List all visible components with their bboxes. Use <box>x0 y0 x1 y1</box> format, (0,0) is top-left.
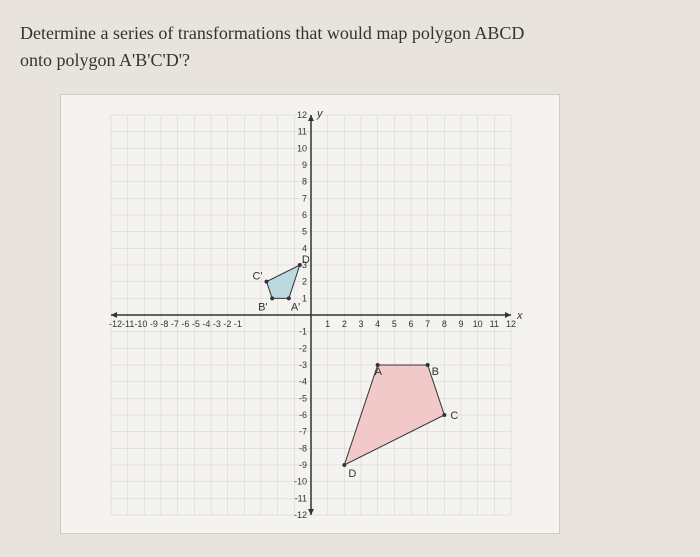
ytick: 3 <box>302 260 307 270</box>
ytick: 8 <box>302 177 307 187</box>
ytick: 9 <box>302 160 307 170</box>
xtick: 10 <box>473 319 483 329</box>
ytick: -8 <box>299 443 307 453</box>
x-axis-label: x <box>516 310 523 322</box>
ytick: -5 <box>299 393 307 403</box>
ytick: 12 <box>297 110 307 120</box>
ytick: -1 <box>299 327 307 337</box>
xtick: 5 <box>392 319 397 329</box>
vertex-label-A': A' <box>291 301 300 313</box>
xtick: 6 <box>408 319 413 329</box>
ytick: -4 <box>299 377 307 387</box>
coordinate-svg: ABCDA'B'C'D'123456789101112-12-11-10 -9 … <box>61 95 561 535</box>
question-text: Determine a series of transformations th… <box>20 20 680 74</box>
vertex-C <box>442 413 446 417</box>
ytick: -7 <box>299 427 307 437</box>
xtick: 11 <box>490 319 499 329</box>
ytick: 4 <box>302 243 307 253</box>
xtick: 3 <box>358 319 363 329</box>
xtick: 4 <box>375 319 380 329</box>
xtick: 12 <box>506 319 516 329</box>
ytick: -10 <box>294 477 307 487</box>
ytick: -11 <box>295 493 307 503</box>
coordinate-plane: ABCDA'B'C'D'123456789101112-12-11-10 -9 … <box>60 94 560 534</box>
ytick: -2 <box>299 343 307 353</box>
question-line1: Determine a series of transformations th… <box>20 23 524 43</box>
xtick: 9 <box>458 319 463 329</box>
ytick: 1 <box>302 293 307 303</box>
ytick: 7 <box>302 193 307 203</box>
vertex-label-A: A <box>375 366 383 378</box>
vertex-B <box>426 363 430 367</box>
vertex-D <box>342 463 346 467</box>
ytick: -3 <box>299 360 307 370</box>
xtick: 7 <box>425 319 430 329</box>
ytick: -9 <box>299 460 307 470</box>
question-line2: onto polygon A'B'C'D'? <box>20 50 190 70</box>
y-axis-label: y <box>316 108 324 120</box>
ytick: 5 <box>302 227 307 237</box>
vertex-label-B: B <box>432 366 439 378</box>
ytick: 6 <box>302 210 307 220</box>
vertex-label-C: C <box>450 410 458 422</box>
vertex-label-C': C' <box>253 271 263 283</box>
ytick: -12 <box>294 510 307 520</box>
ytick: 10 <box>297 143 307 153</box>
ytick: -6 <box>299 410 307 420</box>
xtick: 1 <box>325 319 330 329</box>
vertex-A' <box>287 296 291 300</box>
xtick: 8 <box>442 319 447 329</box>
polygon-AprimeBprimeCprimeDprime <box>267 265 300 298</box>
ytick: 2 <box>302 277 307 287</box>
xtick: 2 <box>342 319 347 329</box>
vertex-C' <box>265 280 269 284</box>
xtick-neg: -12-11-10 -9 -8 -7 -6 -5 -4 -3 -2 -1 <box>109 319 242 329</box>
vertex-label-B': B' <box>258 301 267 313</box>
vertex-B' <box>270 296 274 300</box>
vertex-label-D: D <box>348 468 356 480</box>
ytick: 11 <box>298 127 307 137</box>
